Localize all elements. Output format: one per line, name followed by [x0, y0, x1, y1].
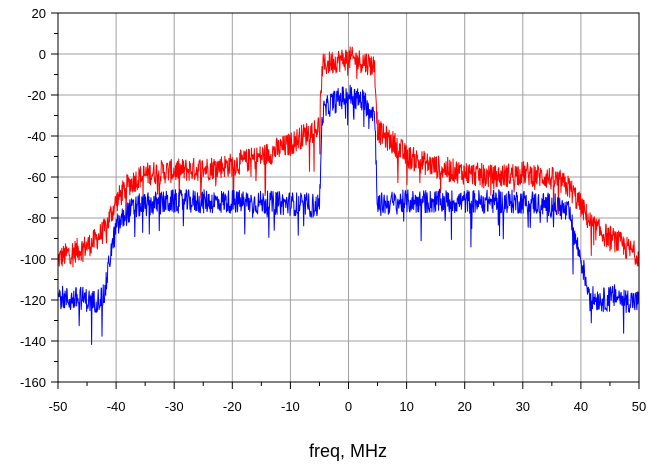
y-tick-label: -140	[20, 334, 46, 349]
y-tick-label: -120	[20, 293, 46, 308]
y-tick-label: -20	[27, 88, 46, 103]
x-tick-label: 10	[399, 399, 413, 414]
x-tick-label: -10	[281, 399, 300, 414]
x-tick-label: 20	[457, 399, 471, 414]
x-tick-label: 0	[345, 399, 352, 414]
x-tick-label: 30	[516, 399, 530, 414]
y-tick-label: -160	[20, 375, 46, 390]
y-tick-label: -40	[27, 129, 46, 144]
x-tick-label: -20	[223, 399, 242, 414]
x-tick-label: -40	[107, 399, 126, 414]
y-tick-label: 20	[32, 6, 46, 21]
axes: -50 -40 -30 -20 -10 0 10 20 30 40 50200-20-40-60-8…	[20, 6, 646, 414]
series-1-line	[57, 46, 640, 268]
x-tick-label: -50	[49, 399, 68, 414]
x-tick-label: 40	[574, 399, 588, 414]
series-group	[57, 46, 640, 345]
x-axis-title: freq, MHz	[309, 441, 387, 461]
series-2-line	[57, 84, 640, 345]
y-tick-label: -60	[27, 170, 46, 185]
x-tick-label: 50	[632, 399, 646, 414]
y-tick-label: -80	[27, 211, 46, 226]
x-tick-label: -30	[165, 399, 184, 414]
y-tick-label: -100	[20, 252, 46, 267]
y-tick-label: 0	[39, 47, 46, 62]
